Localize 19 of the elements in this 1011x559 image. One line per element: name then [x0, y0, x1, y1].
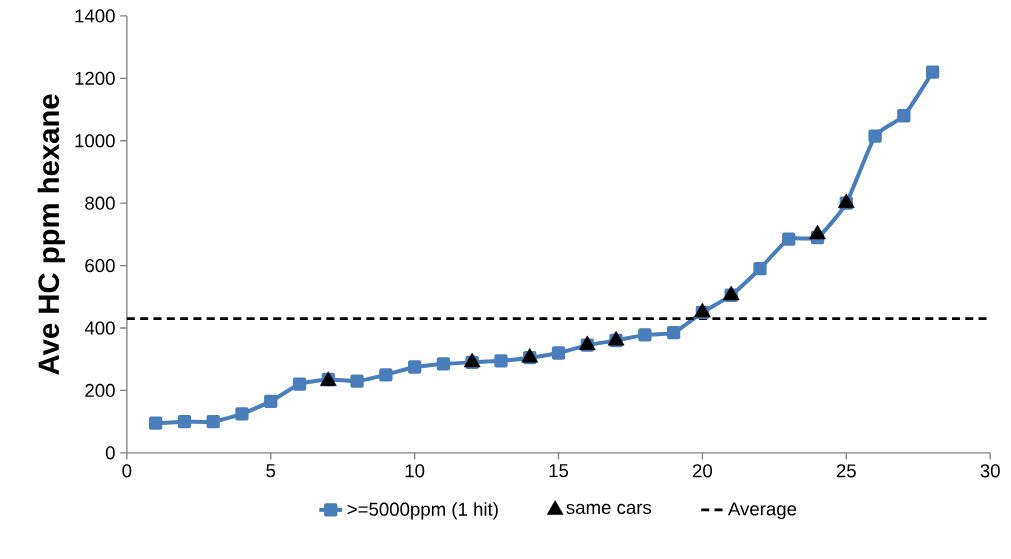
- y-tick-label: 1000: [75, 134, 115, 148]
- x-tick-label: 0: [122, 464, 132, 478]
- y-axis-title: Ave HC ppm hexane: [37, 94, 65, 375]
- y-tick-label: 0: [105, 446, 115, 460]
- x-tick-label: 5: [266, 464, 276, 478]
- y-tick-label: 1200: [75, 71, 115, 85]
- legend-label: same cars: [566, 503, 652, 515]
- x-tick-label: 15: [549, 464, 569, 478]
- y-tick-label: 400: [84, 321, 115, 335]
- legend-label: >=5000ppm (1 hit): [347, 502, 498, 520]
- y-tick-label: 200: [85, 383, 115, 398]
- y-tick-label: 600: [85, 259, 115, 273]
- legend-label: Average: [727, 502, 797, 520]
- x-tick-label: 25: [836, 464, 856, 478]
- x-tick-label: 10: [405, 464, 425, 478]
- y-tick-label: 800: [85, 196, 115, 210]
- y-tick-label: 1400: [75, 9, 115, 23]
- x-tick-label: 30: [980, 464, 1000, 478]
- x-tick-label: 20: [692, 464, 713, 478]
